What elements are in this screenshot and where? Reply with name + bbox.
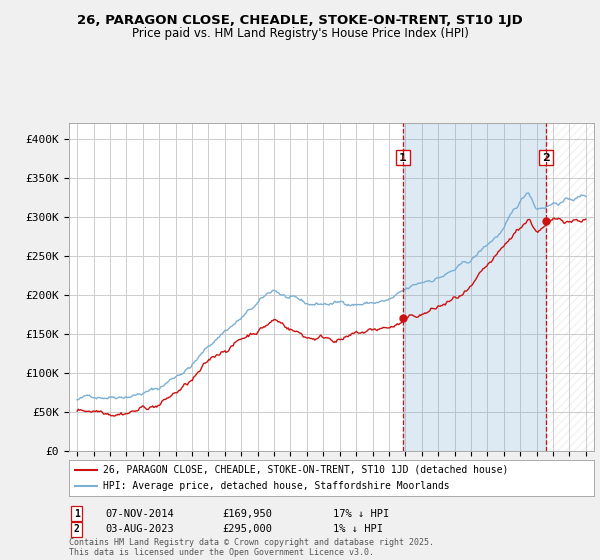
Text: 07-NOV-2014: 07-NOV-2014 <box>105 508 174 519</box>
Text: £169,950: £169,950 <box>222 508 272 519</box>
Text: 1: 1 <box>399 152 407 162</box>
Bar <box>403 123 546 451</box>
Text: £295,000: £295,000 <box>222 524 272 534</box>
Text: 03-AUG-2023: 03-AUG-2023 <box>105 524 174 534</box>
Text: 1% ↓ HPI: 1% ↓ HPI <box>333 524 383 534</box>
Text: 2: 2 <box>74 524 80 534</box>
Text: Price paid vs. HM Land Registry's House Price Index (HPI): Price paid vs. HM Land Registry's House … <box>131 27 469 40</box>
Text: HPI: Average price, detached house, Staffordshire Moorlands: HPI: Average price, detached house, Staf… <box>103 481 450 491</box>
Text: 26, PARAGON CLOSE, CHEADLE, STOKE-ON-TRENT, ST10 1JD (detached house): 26, PARAGON CLOSE, CHEADLE, STOKE-ON-TRE… <box>103 465 509 475</box>
Text: 17% ↓ HPI: 17% ↓ HPI <box>333 508 389 519</box>
Text: 2: 2 <box>542 152 550 162</box>
Text: Contains HM Land Registry data © Crown copyright and database right 2025.
This d: Contains HM Land Registry data © Crown c… <box>69 538 434 557</box>
Bar <box>546 123 594 451</box>
Text: 26, PARAGON CLOSE, CHEADLE, STOKE-ON-TRENT, ST10 1JD: 26, PARAGON CLOSE, CHEADLE, STOKE-ON-TRE… <box>77 14 523 27</box>
Text: 1: 1 <box>74 508 80 519</box>
